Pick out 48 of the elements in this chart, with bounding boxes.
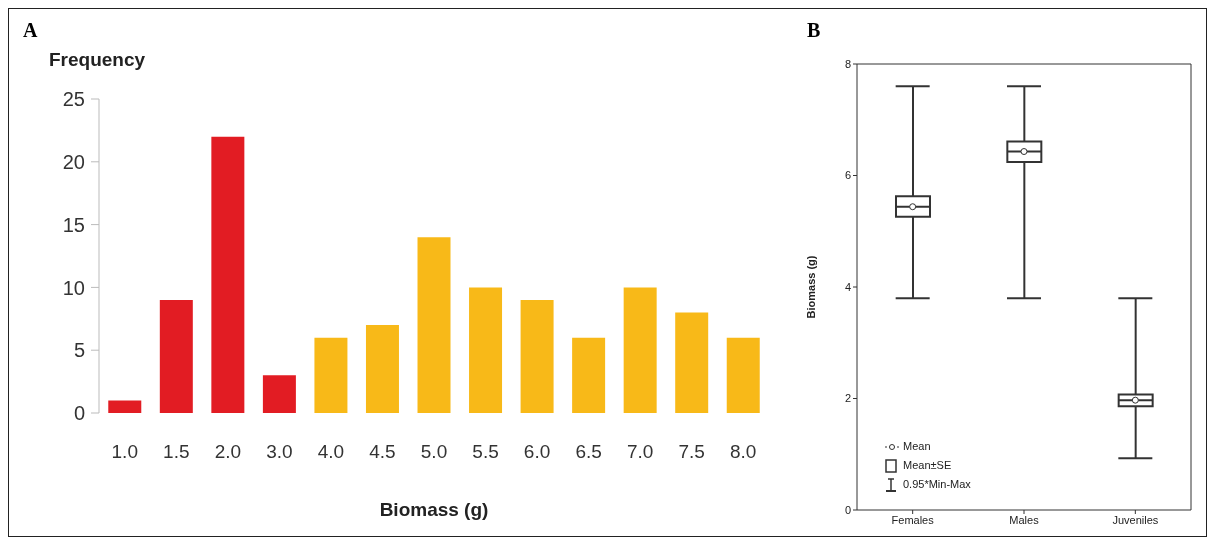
x-tick-label: 5.0	[420, 441, 448, 463]
annotation: Mean	[903, 439, 931, 454]
y-tick-label: 15	[62, 213, 85, 236]
x-axis-title: Biomass (g)	[379, 499, 489, 520]
y-tick-label: 4	[844, 280, 851, 293]
bar	[262, 375, 296, 413]
bar	[314, 337, 348, 413]
x-tick-label: 5.5	[472, 441, 499, 463]
y-tick-label: 0	[844, 503, 851, 516]
bar	[572, 337, 606, 413]
y-tick-label: 25	[62, 88, 85, 111]
x-tick-label: 1.5	[163, 441, 190, 463]
y-tick-label: 8	[844, 57, 851, 70]
y-tick-label: 20	[62, 150, 85, 173]
x-tick-label: 7.5	[678, 441, 705, 463]
y-tick-label: 6	[844, 169, 851, 182]
annotation: Mean±SE	[903, 458, 952, 473]
bar	[520, 299, 554, 413]
x-tick-label: 8.0	[730, 441, 757, 463]
x-tick-label: 3.0	[266, 441, 293, 463]
bar	[623, 287, 657, 413]
annotation: 0.95*Min-Max	[903, 477, 971, 492]
x-tick-label: Juveniles	[1112, 513, 1159, 526]
x-tick-label: 1.0	[111, 441, 138, 463]
bar	[675, 312, 709, 413]
bar	[108, 400, 142, 413]
y-tick-label: 2	[844, 392, 851, 405]
bar	[159, 299, 193, 413]
y-tick-label: 10	[62, 276, 85, 299]
x-tick-label: 6.0	[523, 441, 551, 463]
bar	[365, 325, 399, 413]
bar	[469, 287, 503, 413]
x-tick-label: 7.0	[626, 441, 654, 463]
y-axis-title: Biomass (g)	[804, 255, 817, 319]
y-tick-label: 0	[73, 402, 85, 425]
x-tick-label: 2.0	[214, 441, 242, 463]
y-axis-title: Frequency	[49, 49, 146, 71]
chart-title: B	[807, 19, 821, 42]
x-tick-label: 6.5	[575, 441, 602, 463]
bar	[211, 136, 245, 413]
chart-title: A	[23, 19, 38, 42]
y-tick-label: 5	[73, 339, 85, 362]
x-tick-label: Females	[891, 513, 935, 526]
x-tick-label: Males	[1009, 513, 1040, 526]
x-tick-label: 4.5	[369, 441, 396, 463]
bar	[726, 337, 760, 413]
x-tick-label: 4.0	[317, 441, 345, 463]
bar	[417, 237, 451, 413]
